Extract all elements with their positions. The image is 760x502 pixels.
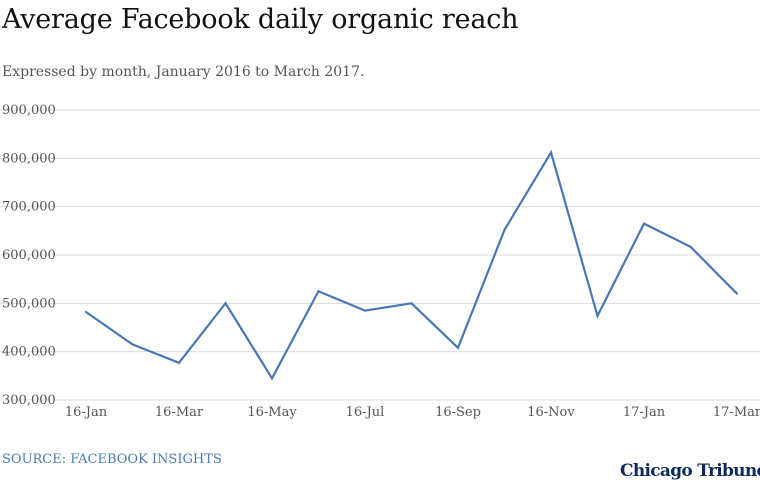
chart-title: Average Facebook daily organic reach [2, 4, 519, 35]
data-point [363, 309, 367, 312]
x-tick-label: 16-Sep [435, 405, 481, 420]
y-tick-label: 600,000 [2, 248, 56, 263]
data-point [270, 377, 274, 380]
x-tick-label: 17-Jan [623, 405, 666, 420]
data-point [456, 346, 460, 349]
series-layer [84, 149, 739, 381]
x-tick-label: 16-Mar [155, 405, 204, 420]
data-point [642, 222, 646, 225]
y-tick-label: 500,000 [2, 296, 56, 311]
data-point [735, 292, 739, 295]
data-point [224, 302, 227, 305]
data-point [84, 310, 88, 314]
x-tick-label: 16-Nov [527, 405, 575, 420]
series-line [85, 149, 738, 381]
x-tick-label: 16-Jul [346, 405, 385, 420]
data-point [131, 343, 134, 346]
x-tick-label: 16-Jan [65, 405, 108, 420]
data-point [177, 361, 181, 364]
chicago-tribune-logo: Chicago Tribune [620, 461, 760, 481]
data-point [689, 245, 692, 248]
x-axis-ticks: 16-Jan 16-Mar 16-May 16-Jul 16-Sep 16-Nov 17-J… [65, 405, 760, 420]
data-point [596, 314, 599, 317]
x-tick-label: 16-May [247, 405, 297, 420]
gridlines [0, 109, 760, 401]
x-tick-label: 17-Mar [713, 405, 760, 420]
data-point [317, 290, 320, 293]
y-tick-label: 800,000 [2, 151, 56, 166]
source-credit: SOURCE: FACEBOOK INSIGHTS [2, 452, 222, 467]
data-point [549, 151, 553, 154]
chart-subtitle: Expressed by month, January 2016 to Marc… [2, 64, 365, 80]
y-tick-label: 900,000 [2, 103, 56, 118]
data-point [503, 228, 506, 231]
y-tick-label: 400,000 [2, 345, 56, 360]
y-axis-ticks: 300,000 400,000 500,000 600,000 700,000 800,0… [2, 103, 56, 408]
data-point [410, 302, 413, 305]
y-tick-label: 300,000 [2, 393, 56, 408]
y-tick-label: 700,000 [2, 200, 56, 215]
